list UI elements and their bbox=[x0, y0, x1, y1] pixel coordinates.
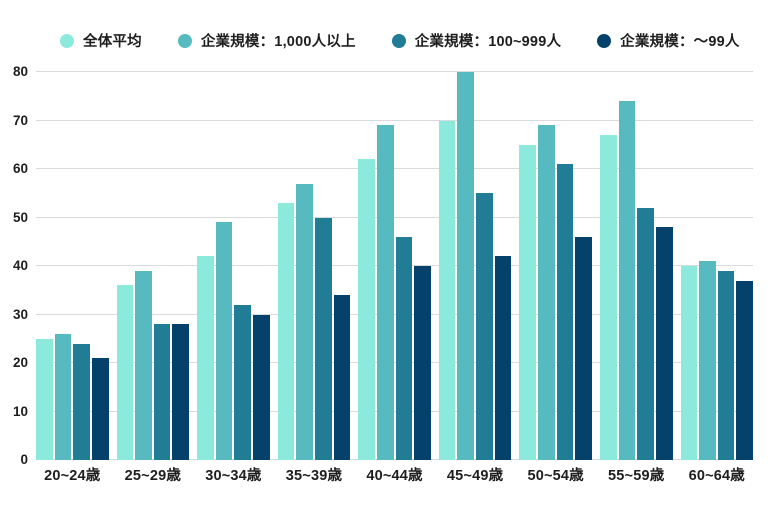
bar bbox=[457, 72, 475, 460]
bar bbox=[91, 358, 109, 460]
x-tick-label: 55~59歳 bbox=[608, 468, 665, 484]
bar bbox=[197, 256, 214, 460]
gridline bbox=[36, 168, 753, 169]
bar-group bbox=[116, 72, 190, 460]
bar bbox=[575, 236, 592, 460]
bar bbox=[172, 324, 190, 460]
bar-group bbox=[358, 72, 431, 460]
bar-group bbox=[680, 72, 754, 460]
gridline bbox=[36, 313, 753, 315]
bar-group bbox=[438, 72, 512, 460]
bar bbox=[314, 217, 332, 460]
bar bbox=[599, 135, 617, 460]
bar-group bbox=[36, 72, 109, 460]
x-tick-label: 30~34歳 bbox=[205, 468, 262, 484]
x-tick-label: 45~49歳 bbox=[446, 468, 504, 484]
y-tick-label: 60 bbox=[12, 161, 28, 176]
legend-label: 全体平均 bbox=[83, 34, 142, 50]
gridline bbox=[36, 265, 753, 266]
bar bbox=[333, 295, 351, 460]
legend-marker-icon bbox=[597, 33, 612, 48]
bar bbox=[215, 222, 233, 460]
bar bbox=[637, 207, 654, 460]
x-tick-label: 60~64歳 bbox=[688, 468, 745, 484]
legend-marker-icon bbox=[60, 33, 74, 48]
y-tick-label: 10 bbox=[12, 403, 28, 419]
legend-item: 企業規模：～99人 bbox=[597, 30, 739, 51]
bar bbox=[73, 343, 90, 460]
x-tick-label: 40~44歳 bbox=[366, 468, 423, 484]
y-tick-label: 0 bbox=[20, 452, 28, 467]
bar bbox=[538, 125, 555, 460]
legend-item: 企業規模：1,000人以上 bbox=[177, 30, 356, 51]
bar bbox=[54, 333, 72, 460]
gridline bbox=[36, 362, 753, 363]
legend-marker-icon bbox=[177, 33, 192, 48]
bar bbox=[655, 227, 673, 460]
bar bbox=[153, 324, 171, 460]
bar bbox=[253, 314, 270, 460]
bar bbox=[234, 304, 252, 460]
bar bbox=[618, 101, 636, 460]
x-tick-label: 50~54歳 bbox=[527, 468, 584, 484]
bar bbox=[135, 270, 152, 460]
y-tick-label: 30 bbox=[12, 306, 28, 322]
bar-group bbox=[599, 72, 673, 460]
bar bbox=[519, 144, 537, 460]
gridline bbox=[36, 71, 753, 72]
plot-area bbox=[36, 71, 754, 460]
y-tick-label: 80 bbox=[12, 64, 28, 79]
bar bbox=[116, 285, 134, 460]
bar bbox=[699, 261, 716, 460]
bar-group bbox=[519, 72, 592, 460]
bar bbox=[438, 120, 456, 460]
legend-label: 企業規模：1,000人以上 bbox=[200, 34, 356, 50]
bar bbox=[556, 164, 574, 460]
legend-marker-icon bbox=[391, 33, 406, 48]
bar bbox=[680, 266, 698, 460]
legend-label: 企業規模：100~999人 bbox=[414, 34, 562, 50]
bar bbox=[277, 202, 295, 460]
y-tick-label: 50 bbox=[12, 209, 28, 225]
bar-group bbox=[197, 72, 270, 460]
x-tick-label: 25~29歳 bbox=[124, 468, 182, 484]
x-tick-label: 20~24歳 bbox=[44, 468, 101, 484]
legend-label: 企業規模：～99人 bbox=[620, 34, 740, 50]
bar bbox=[494, 256, 512, 460]
bar bbox=[395, 236, 413, 460]
bar-group bbox=[277, 72, 351, 460]
gridline bbox=[36, 410, 753, 412]
gridline bbox=[36, 459, 753, 460]
bar bbox=[358, 159, 375, 460]
legend-item: 企業規模：100~999人 bbox=[391, 30, 562, 51]
bar bbox=[36, 338, 53, 460]
bar bbox=[296, 183, 313, 460]
gridline bbox=[36, 216, 753, 218]
bar bbox=[414, 266, 431, 460]
bar bbox=[476, 193, 493, 460]
x-tick-label: 35~39歳 bbox=[285, 468, 343, 484]
legend-item: 全体平均 bbox=[60, 30, 142, 51]
bars bbox=[36, 72, 754, 460]
gridline bbox=[36, 119, 753, 121]
y-tick-label: 70 bbox=[12, 112, 28, 128]
chart-legend: 全体平均 企業規模：1,000人以上 企業規模：100~999人 企業規模：～99人 bbox=[60, 30, 740, 51]
y-tick-label: 20 bbox=[12, 355, 28, 370]
bar bbox=[376, 125, 394, 460]
bar bbox=[736, 280, 754, 460]
x-axis-labels: 20~24歳 25~29歳 30~34歳 35~39歳 40~44歳 45~49歳 50~5… bbox=[36, 464, 753, 485]
y-tick-label: 40 bbox=[12, 258, 28, 273]
bar bbox=[717, 270, 735, 460]
